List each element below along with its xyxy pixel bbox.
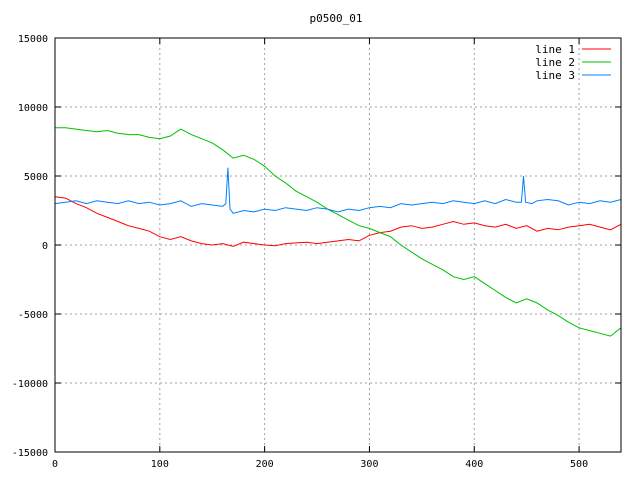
x-tick-label: 300 xyxy=(360,459,378,470)
series-line-1 xyxy=(54,196,622,247)
series-lines xyxy=(54,127,622,337)
legend-label-1: line 1 xyxy=(535,43,575,56)
x-tick-label: 200 xyxy=(256,459,274,470)
axis-ticks: 0 100 200 300 400 500 -15000 -10000 -5000 0 5000 10… xyxy=(12,34,621,470)
y-tick-label: -5000 xyxy=(18,310,48,321)
y-tick-label: 0 xyxy=(42,241,48,252)
chart-title: p0500_01 xyxy=(310,12,363,25)
y-tick-label: 10000 xyxy=(18,103,48,114)
legend-label-3: line 3 xyxy=(535,69,575,82)
y-tick-label: -10000 xyxy=(12,379,48,390)
x-tick-label: 0 xyxy=(52,459,58,470)
grid xyxy=(55,38,621,452)
y-tick-label: 15000 xyxy=(18,34,48,45)
x-tick-label: 100 xyxy=(151,459,169,470)
y-tick-label: -15000 xyxy=(12,448,48,459)
series-line-2 xyxy=(55,127,622,337)
x-tick-label: 500 xyxy=(570,459,588,470)
x-tick-label: 400 xyxy=(465,459,483,470)
legend-label-2: line 2 xyxy=(535,56,575,69)
plot-frame xyxy=(54,37,622,453)
y-tick-label: 5000 xyxy=(24,172,48,183)
series-line-3 xyxy=(54,167,622,214)
